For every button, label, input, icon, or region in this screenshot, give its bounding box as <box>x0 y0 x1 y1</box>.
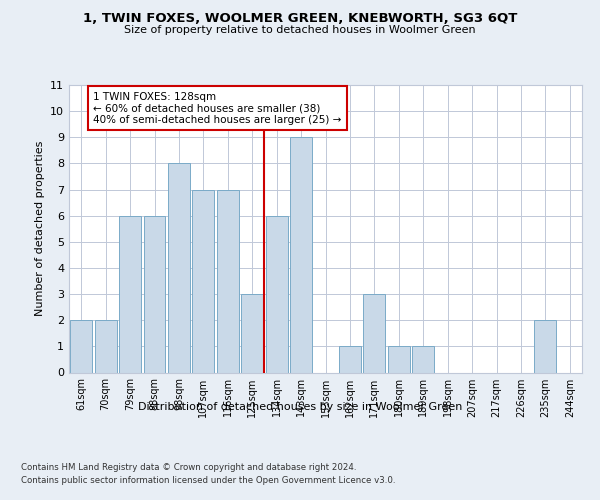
Bar <box>193 190 214 372</box>
Text: Distribution of detached houses by size in Woolmer Green: Distribution of detached houses by size … <box>138 402 462 412</box>
Bar <box>95 320 116 372</box>
Text: 1 TWIN FOXES: 128sqm
← 60% of detached houses are smaller (38)
40% of semi-detac: 1 TWIN FOXES: 128sqm ← 60% of detached h… <box>94 92 342 124</box>
Bar <box>143 216 166 372</box>
Bar <box>535 320 556 372</box>
Text: Contains HM Land Registry data © Crown copyright and database right 2024.: Contains HM Land Registry data © Crown c… <box>21 462 356 471</box>
Bar <box>241 294 263 372</box>
Bar <box>290 138 312 372</box>
Bar <box>388 346 410 372</box>
Bar <box>266 216 287 372</box>
Bar <box>119 216 141 372</box>
Y-axis label: Number of detached properties: Number of detached properties <box>35 141 44 316</box>
Bar <box>339 346 361 372</box>
Bar <box>364 294 385 372</box>
Text: Size of property relative to detached houses in Woolmer Green: Size of property relative to detached ho… <box>124 25 476 35</box>
Bar <box>168 164 190 372</box>
Bar <box>217 190 239 372</box>
Text: Contains public sector information licensed under the Open Government Licence v3: Contains public sector information licen… <box>21 476 395 485</box>
Bar <box>412 346 434 372</box>
Text: 1, TWIN FOXES, WOOLMER GREEN, KNEBWORTH, SG3 6QT: 1, TWIN FOXES, WOOLMER GREEN, KNEBWORTH,… <box>83 12 517 26</box>
Bar <box>70 320 92 372</box>
